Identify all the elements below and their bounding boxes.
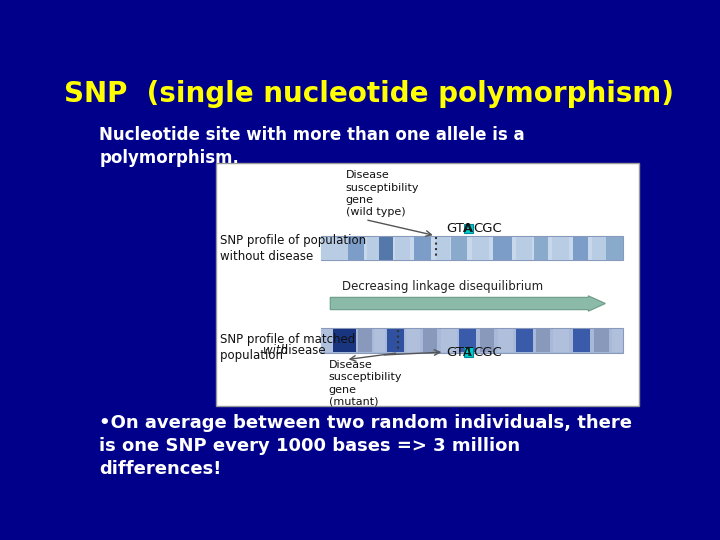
Bar	[573, 237, 588, 260]
Bar	[480, 329, 494, 352]
Text: Decreasing linkage disequilibrium: Decreasing linkage disequilibrium	[342, 280, 543, 293]
Bar	[594, 329, 609, 352]
Text: Nucleotide site with more than one allele is a
polymorphism.: Nucleotide site with more than one allel…	[99, 126, 525, 167]
Bar	[414, 237, 431, 260]
FancyArrow shape	[330, 296, 606, 311]
Bar	[367, 237, 379, 260]
Bar	[493, 237, 513, 260]
Text: GTA: GTA	[446, 346, 472, 359]
Bar	[606, 237, 624, 260]
Text: CGC: CGC	[474, 346, 503, 359]
Bar	[321, 236, 624, 260]
Text: disease: disease	[276, 343, 325, 356]
Bar	[536, 329, 550, 352]
Bar	[358, 329, 372, 352]
Bar	[459, 329, 476, 352]
Bar	[516, 237, 532, 260]
Bar	[321, 329, 333, 352]
Bar	[441, 329, 456, 352]
Text: CGC: CGC	[474, 222, 503, 235]
Text: GTA: GTA	[446, 222, 472, 235]
Text: •On average between two random individuals, there
is one SNP every 1000 bases =>: •On average between two random individua…	[99, 414, 632, 478]
Bar	[379, 237, 393, 260]
Bar	[348, 237, 364, 260]
Bar	[406, 329, 420, 352]
Text: Disease
susceptibility
gene
(mutant): Disease susceptibility gene (mutant)	[329, 360, 402, 407]
Bar	[387, 329, 404, 352]
Bar	[498, 329, 513, 352]
Text: SNP profile of matched
population: SNP profile of matched population	[220, 333, 356, 362]
Text: with: with	[263, 343, 288, 356]
Text: T: T	[464, 346, 472, 359]
Bar	[321, 328, 624, 353]
Bar	[464, 224, 473, 233]
Bar	[464, 347, 473, 356]
Bar	[611, 329, 624, 352]
Bar	[451, 237, 467, 260]
Text: SNP profile of population
without disease: SNP profile of population without diseas…	[220, 234, 366, 262]
Bar	[333, 329, 356, 352]
Bar	[321, 237, 348, 260]
Bar	[374, 329, 385, 352]
Text: SNP  (single nucleotide polymorphism): SNP (single nucleotide polymorphism)	[64, 80, 674, 108]
Bar	[552, 237, 569, 260]
Text: A: A	[464, 222, 473, 235]
Bar	[423, 329, 437, 352]
Bar	[436, 237, 449, 260]
Bar	[216, 164, 639, 406]
Bar	[395, 237, 410, 260]
Bar	[573, 329, 590, 352]
Bar	[534, 237, 548, 260]
Bar	[593, 237, 606, 260]
Text: Disease
susceptibility
gene
(wild type): Disease susceptibility gene (wild type)	[346, 170, 419, 218]
Bar	[554, 329, 569, 352]
Bar	[472, 237, 489, 260]
Bar	[516, 329, 534, 352]
